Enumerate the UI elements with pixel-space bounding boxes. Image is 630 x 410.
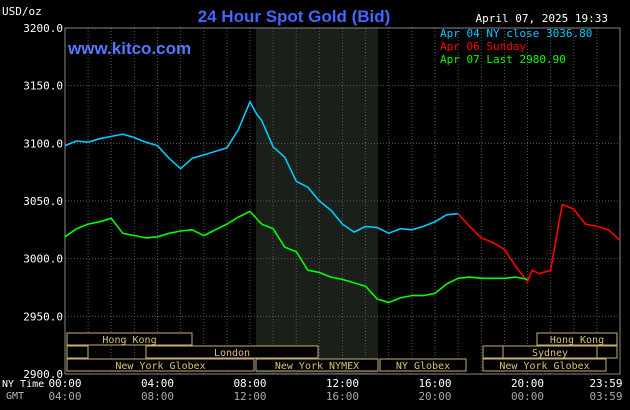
session-box — [536, 332, 618, 346]
x-tick-ny: 08:00 — [233, 377, 266, 390]
session-label: New York Globex — [115, 361, 205, 372]
chart-timestamp: April 07, 2025 19:33 — [476, 12, 608, 25]
session-label: Sydney — [532, 348, 568, 359]
session-frame — [482, 345, 504, 359]
x-tick-gmt: 20:00 — [418, 390, 451, 403]
session-box — [255, 358, 379, 372]
ny-time-label: NY Time — [2, 379, 44, 390]
x-tick-gmt: 16:00 — [326, 390, 359, 403]
y-axis: 3200.0 3150.0 3100.0 3050.0 3000.0 2950.0 2900… — [23, 22, 63, 381]
unit-label: USD/oz — [2, 5, 42, 18]
x-tick-ny: 16:00 — [418, 377, 451, 390]
session-label: Hong Kong — [102, 335, 156, 346]
x-tick-ny: 00:00 — [48, 377, 81, 390]
y-tick-label: 3150.0 — [23, 80, 63, 93]
x-tick-ny: 04:00 — [141, 377, 174, 390]
session-label: Hong Kong — [550, 335, 604, 346]
plot-frame — [64, 27, 621, 375]
gmt-label: GMT — [6, 391, 24, 402]
session-box — [502, 345, 598, 359]
session-box — [145, 345, 319, 359]
sessions-bar: Hong Kong London New York Globex New York N… — [66, 332, 618, 372]
y-tick-label: 2900.0 — [23, 368, 63, 381]
series-layer — [64, 101, 621, 304]
y-tick-label: 3100.0 — [23, 137, 63, 150]
x-tick-gmt: 00:00 — [511, 390, 544, 403]
series-line — [64, 101, 459, 235]
session-frame — [66, 345, 89, 359]
grid — [64, 27, 621, 375]
session-box — [66, 332, 193, 346]
y-tick-label: 3200.0 — [23, 22, 63, 35]
y-tick-label: 3000.0 — [23, 253, 63, 266]
x-tick-gmt: 04:00 — [48, 390, 81, 403]
legend-entry: Apr 06 Sunday — [440, 40, 526, 53]
x-tick-ny: 23:59 — [589, 377, 622, 390]
x-tick-ny: 12:00 — [326, 377, 359, 390]
x-axis: 00:0004:0004:0008:0008:0012:0012:0016:00… — [48, 377, 622, 403]
session-label: NY Globex — [396, 361, 450, 372]
series-line — [64, 210, 528, 304]
x-tick-ny: 20:00 — [511, 377, 544, 390]
session-box — [379, 358, 467, 372]
series-line — [457, 203, 621, 283]
y-tick-label: 3050.0 — [23, 195, 63, 208]
legend-entry: Apr 07 Last 2980.90 — [440, 53, 566, 66]
watermark: www.kitco.com — [67, 39, 191, 58]
chart-title: 24 Hour Spot Gold (Bid) — [198, 7, 391, 26]
session-label: New York NYMEX — [275, 361, 359, 372]
session-box — [482, 358, 607, 372]
session-box — [66, 358, 255, 372]
session-frame — [596, 345, 618, 359]
y-tick-label: 2950.0 — [23, 310, 63, 323]
legend-entry: Apr 04 NY close 3036.80 — [440, 27, 592, 40]
session-label: New York Globex — [499, 361, 589, 372]
x-tick-gmt: 12:00 — [233, 390, 266, 403]
x-tick-gmt: 08:00 — [141, 390, 174, 403]
session-label: London — [214, 348, 250, 359]
x-tick-gmt: 03:59 — [589, 390, 622, 403]
